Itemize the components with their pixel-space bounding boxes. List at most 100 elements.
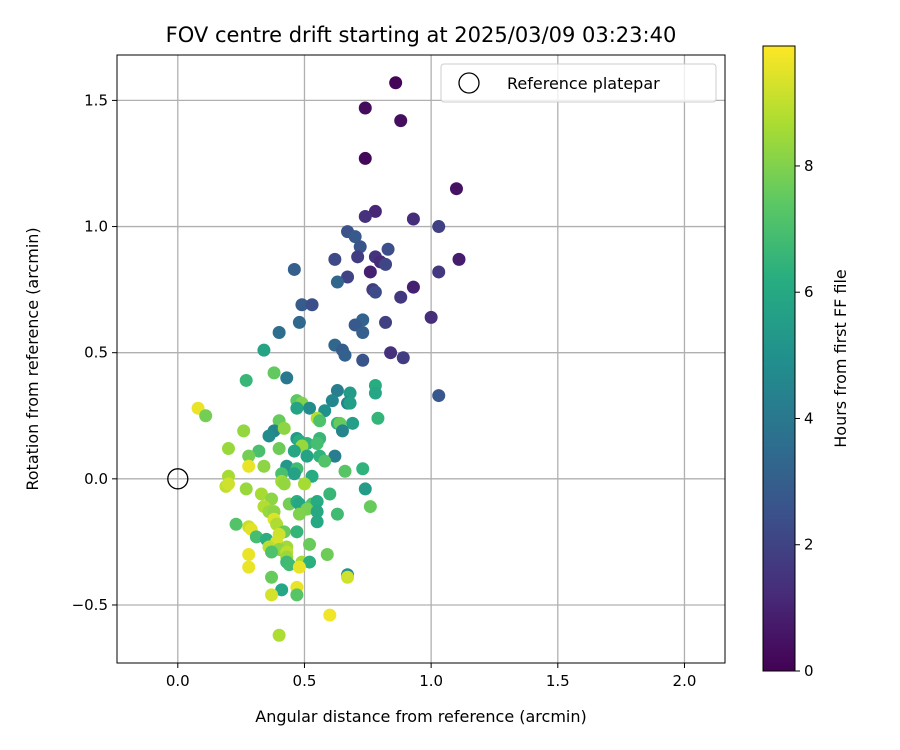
y-tick-label: 1.5	[84, 91, 108, 109]
data-point	[341, 570, 355, 584]
data-point	[338, 348, 352, 362]
data-point	[341, 270, 355, 284]
data-point	[353, 240, 367, 254]
data-point	[338, 464, 352, 478]
data-point	[379, 315, 393, 329]
y-axis-label: Rotation from reference (arcmin)	[23, 227, 42, 490]
colorbar-gradient	[762, 45, 796, 672]
data-point	[356, 462, 370, 476]
data-point	[313, 414, 327, 428]
x-tick-label: 1.0	[419, 672, 443, 690]
data-point	[368, 285, 382, 299]
x-tick-label: 0.0	[166, 672, 190, 690]
data-point	[295, 298, 309, 312]
data-point	[323, 608, 337, 622]
data-point	[252, 444, 266, 458]
data-point	[300, 449, 314, 463]
data-point	[323, 487, 337, 501]
colorbar-tick-label: 6	[804, 283, 814, 301]
legend-entry-reference: Reference platepar	[507, 74, 660, 93]
data-point	[394, 290, 408, 304]
data-point	[346, 416, 360, 430]
data-point	[363, 500, 377, 514]
reference-marker-layer	[167, 468, 189, 490]
data-point	[358, 209, 372, 223]
x-axis-ticks: 0.0 0.5 1.0 1.5 2.0	[166, 663, 697, 690]
data-point	[267, 366, 281, 380]
data-point	[406, 280, 420, 294]
data-point	[199, 409, 213, 423]
data-point	[384, 346, 398, 360]
data-point	[381, 242, 395, 256]
data-point	[351, 250, 365, 264]
colorbar-tick-label: 4	[804, 409, 814, 427]
data-point	[221, 442, 235, 456]
data-point	[396, 351, 410, 365]
data-point	[389, 76, 403, 90]
y-tick-label: 0.5	[84, 344, 108, 362]
legend: Reference platepar	[440, 63, 717, 103]
data-point	[242, 459, 256, 473]
data-point	[432, 389, 446, 403]
data-point	[242, 449, 256, 463]
data-point	[310, 495, 324, 509]
data-point	[358, 482, 372, 496]
colorbar-tick-label: 0	[804, 662, 814, 680]
data-point	[356, 326, 370, 340]
data-point	[432, 265, 446, 279]
colorbar-ticks: 0 2 4 6 8	[795, 157, 814, 680]
data-point	[292, 507, 306, 521]
data-point	[290, 588, 304, 602]
scatter-points	[191, 76, 466, 642]
data-point	[348, 230, 362, 244]
colorbar-tick-label: 2	[804, 536, 814, 554]
legend-box	[440, 63, 717, 103]
data-point	[290, 401, 304, 415]
data-point	[249, 530, 263, 544]
data-point	[328, 449, 342, 463]
reference-platepar-marker	[167, 468, 189, 490]
x-tick-label: 2.0	[673, 672, 697, 690]
data-point	[257, 343, 271, 357]
x-tick-label: 0.5	[293, 672, 317, 690]
data-point	[242, 560, 256, 574]
colorbar: 0 2 4 6 8 Hours from first FF file	[762, 45, 850, 680]
data-point	[265, 588, 279, 602]
y-tick-label: 1.0	[84, 218, 108, 236]
data-point	[335, 424, 349, 438]
y-axis-ticks: −0.5 0.0 0.5 1.0 1.5	[72, 91, 117, 614]
data-point	[379, 257, 393, 271]
data-point	[287, 444, 301, 458]
y-tick-label: −0.5	[72, 596, 108, 614]
data-point	[371, 411, 385, 425]
data-point	[265, 570, 279, 584]
data-point	[272, 628, 286, 642]
data-point	[303, 401, 317, 415]
data-point	[303, 555, 317, 569]
data-point	[368, 386, 382, 400]
data-point	[305, 298, 319, 312]
colorbar-label: Hours from first FF file	[831, 269, 850, 448]
data-point	[237, 424, 251, 438]
data-point	[406, 212, 420, 226]
data-point	[320, 548, 334, 562]
data-point	[239, 373, 253, 387]
data-point	[280, 371, 294, 385]
data-point	[449, 182, 463, 196]
legend-marker-reference	[458, 72, 480, 94]
data-point	[310, 515, 324, 529]
data-point	[363, 265, 377, 279]
data-point	[277, 477, 291, 491]
x-tick-label: 1.5	[546, 672, 570, 690]
data-point	[292, 315, 306, 329]
y-tick-label: 0.0	[84, 470, 108, 488]
data-point	[254, 487, 268, 501]
data-point	[310, 505, 324, 519]
data-point	[242, 548, 256, 562]
data-point	[229, 517, 243, 531]
data-point	[221, 477, 235, 491]
data-point	[272, 326, 286, 340]
data-point	[287, 262, 301, 276]
data-point	[330, 384, 344, 398]
